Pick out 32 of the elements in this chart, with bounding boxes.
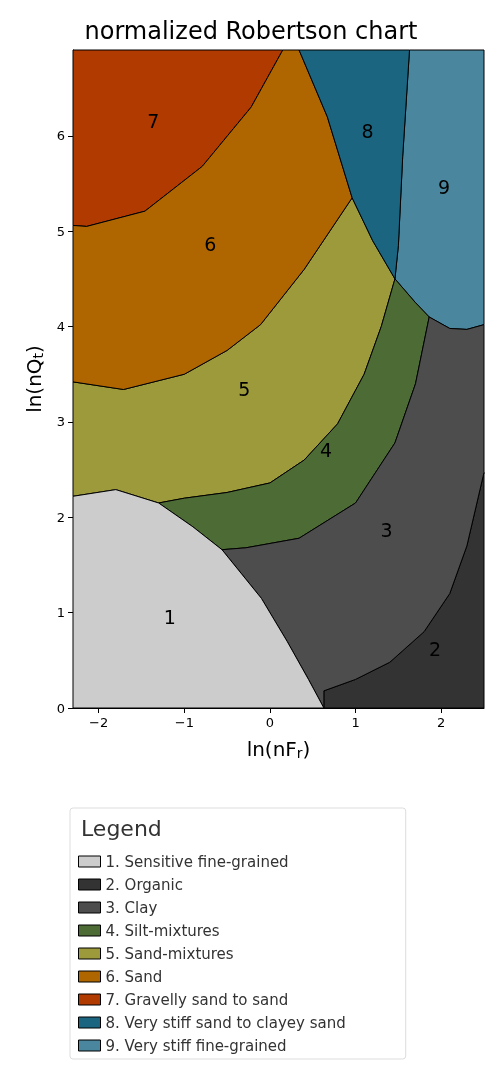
legend-label: 5. Sand-mixtures: [105, 944, 234, 963]
chart-title: normalized Robertson chart: [84, 17, 418, 45]
y-tick-label: 6: [56, 128, 65, 144]
x-tick-label: −1: [174, 715, 194, 730]
legend-label: 4. Silt-mixtures: [105, 921, 220, 940]
legend-title: Legend: [81, 815, 162, 841]
y-tick-label: 4: [56, 319, 65, 335]
legend-label: 1. Sensitive fine-grained: [105, 852, 289, 871]
x-tick-label: −2: [89, 715, 109, 730]
legend-label: 6. Sand: [105, 967, 163, 986]
x-tick-label: 2: [437, 715, 446, 730]
annotation: 3: [380, 519, 393, 542]
legend-label: 3. Clay: [105, 898, 158, 917]
annotation: 4: [319, 438, 333, 461]
x-tick-label: 1: [351, 715, 360, 730]
y-tick-label: 2: [56, 509, 65, 525]
legend-label: 8. Very stiff sand to clayey sand: [105, 1013, 346, 1032]
x-tick-label: 0: [265, 715, 275, 730]
y-tick-label: 1: [56, 605, 65, 621]
y-axis-title: ln(nQt): [22, 345, 46, 413]
annotation: 7: [147, 110, 160, 133]
annotation: 5: [238, 377, 251, 400]
y-tick-label: 3: [56, 414, 65, 430]
annotation: 1: [163, 606, 176, 629]
legend-label: 9. Very stiff fine-grained: [105, 1036, 287, 1055]
y-tick-label: 5: [56, 223, 65, 239]
legend-label: 2. Organic: [105, 875, 183, 894]
x-axis-title: ln(nFr): [246, 737, 311, 761]
y-tick-label: 0: [56, 700, 65, 716]
annotation: 8: [361, 120, 374, 143]
annotation: 6: [204, 232, 217, 255]
legend-label: 7. Gravelly sand to sand: [105, 990, 289, 1009]
